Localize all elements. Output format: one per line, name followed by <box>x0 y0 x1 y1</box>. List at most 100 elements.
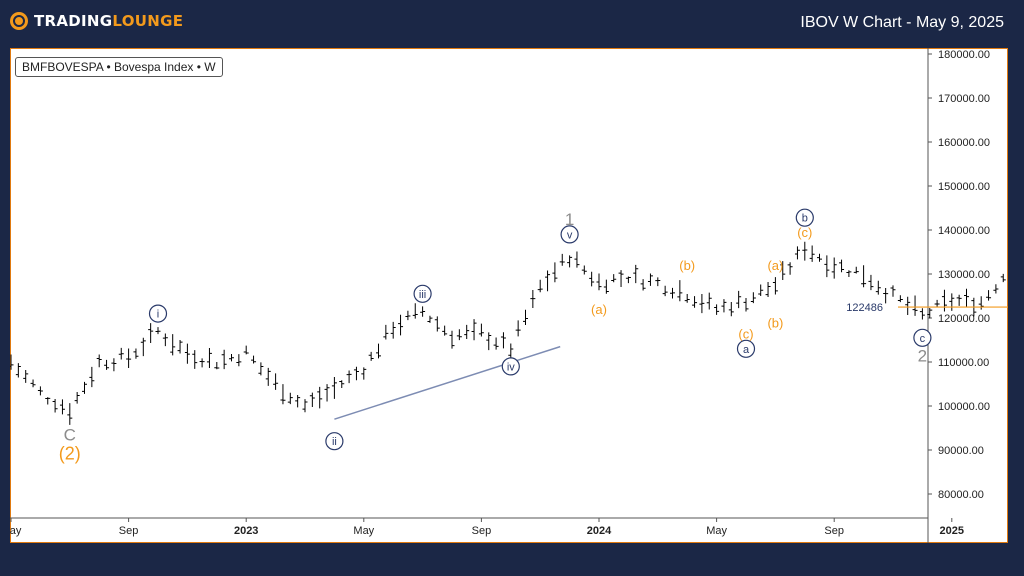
brand-logo: TRADINGLOUNGE <box>10 12 183 30</box>
price-chart[interactable]: 80000.00 90000.00 100000.00 110000.00 120000… <box>10 48 1008 543</box>
wave-label: ii <box>332 436 337 448</box>
price-bar <box>361 367 367 380</box>
price-bar <box>59 399 65 415</box>
brand-name-part2: LOUNGE <box>112 12 184 30</box>
price-bar <box>243 345 249 355</box>
price-bar <box>824 255 830 278</box>
price-bar <box>118 347 124 360</box>
price-bar <box>780 261 786 280</box>
price-bar <box>927 307 933 319</box>
price-bar <box>471 319 477 341</box>
price-bar <box>743 297 749 312</box>
price-bar <box>126 348 132 369</box>
price-bar <box>831 257 837 279</box>
y-tick-label: 90000.00 <box>938 445 984 457</box>
price-bar <box>890 285 896 297</box>
price-bar <box>82 381 87 394</box>
header-bar: TRADINGLOUNGE IBOV W Chart - May 9, 2025 <box>0 0 1024 48</box>
price-bar <box>750 292 756 304</box>
price-bar <box>633 264 639 284</box>
price-bar <box>442 325 448 336</box>
x-tick-label: 2024 <box>587 525 612 537</box>
wave-label-circle <box>148 304 168 323</box>
price-bar <box>537 279 543 293</box>
price-bar <box>390 321 396 339</box>
price-bar <box>199 358 205 368</box>
price-bar <box>699 293 705 314</box>
price-bar <box>420 306 426 317</box>
chart-title: IBOV W Chart - May 9, 2025 <box>800 14 1004 31</box>
wave-label: (b) <box>679 258 695 273</box>
wave-label-circle <box>795 208 814 227</box>
price-bar <box>721 299 727 313</box>
price-bar <box>67 403 73 425</box>
symbol-label: BMFBOVESPA • Bovespa Index • W <box>15 57 223 77</box>
price-bar <box>567 255 573 268</box>
trendline <box>334 345 561 420</box>
price-bar <box>52 399 58 413</box>
price-bar <box>993 284 999 294</box>
price-bar <box>530 289 536 309</box>
x-tick-label: May <box>10 525 22 537</box>
wave-label-circle <box>501 357 520 376</box>
y-tick-label: 150000.00 <box>938 181 990 193</box>
price-bar <box>861 265 867 288</box>
price-bar <box>684 293 690 303</box>
price-bar <box>618 270 624 288</box>
price-bar <box>677 280 683 302</box>
price-bar <box>434 316 440 332</box>
price-bar <box>383 324 389 340</box>
price-bar <box>794 246 800 260</box>
price-bar <box>949 293 955 311</box>
wave-label: c <box>920 333 926 345</box>
wave-label-circle <box>413 284 432 303</box>
price-bar <box>456 329 462 341</box>
price-bar <box>251 355 257 364</box>
wave-label: (c) <box>797 225 812 240</box>
price-bar <box>324 384 330 402</box>
y-tick-label: 160000.00 <box>938 137 990 149</box>
wave-label: (2) <box>59 443 81 463</box>
price-bar <box>809 245 815 262</box>
price-bar <box>192 350 198 369</box>
price-bar <box>184 343 190 364</box>
x-tick-label: 2025 <box>940 525 964 537</box>
wave-label: i <box>157 309 159 321</box>
price-bar <box>221 349 227 370</box>
price-bar <box>765 281 771 298</box>
price-bar <box>912 295 918 316</box>
price-bar <box>331 376 337 399</box>
wave-label: 2 <box>918 346 927 365</box>
y-tick-label: 180000.00 <box>938 49 990 61</box>
price-bar <box>23 369 29 383</box>
price-bar <box>214 362 220 370</box>
price-bar <box>839 259 845 273</box>
price-bar <box>162 333 168 347</box>
x-tick-label: Sep <box>824 525 844 537</box>
y-tick-label: 120000.00 <box>938 313 990 325</box>
price-bar <box>545 270 551 292</box>
price-bar <box>170 334 176 356</box>
price-bar <box>662 285 668 297</box>
price-bar <box>368 351 374 361</box>
price-bar <box>868 274 874 291</box>
price-bar <box>559 253 565 266</box>
price-bar <box>45 397 51 405</box>
logo-icon <box>10 12 28 30</box>
price-bar <box>846 270 852 278</box>
x-tick-label: May <box>706 525 727 537</box>
price-bar <box>640 279 646 291</box>
price-bar <box>581 265 587 275</box>
price-bar <box>148 323 154 344</box>
wave-label-circle <box>560 225 579 244</box>
x-tick-label: Sep <box>119 525 139 537</box>
candles <box>10 241 1006 425</box>
wave-label: iii <box>419 289 426 301</box>
price-bar <box>508 343 514 360</box>
price-bar <box>875 280 881 295</box>
price-bar <box>309 392 315 407</box>
wave-label: a <box>743 344 750 356</box>
price-bar <box>706 292 712 310</box>
price-bar <box>655 277 661 287</box>
price-bar <box>596 273 602 291</box>
